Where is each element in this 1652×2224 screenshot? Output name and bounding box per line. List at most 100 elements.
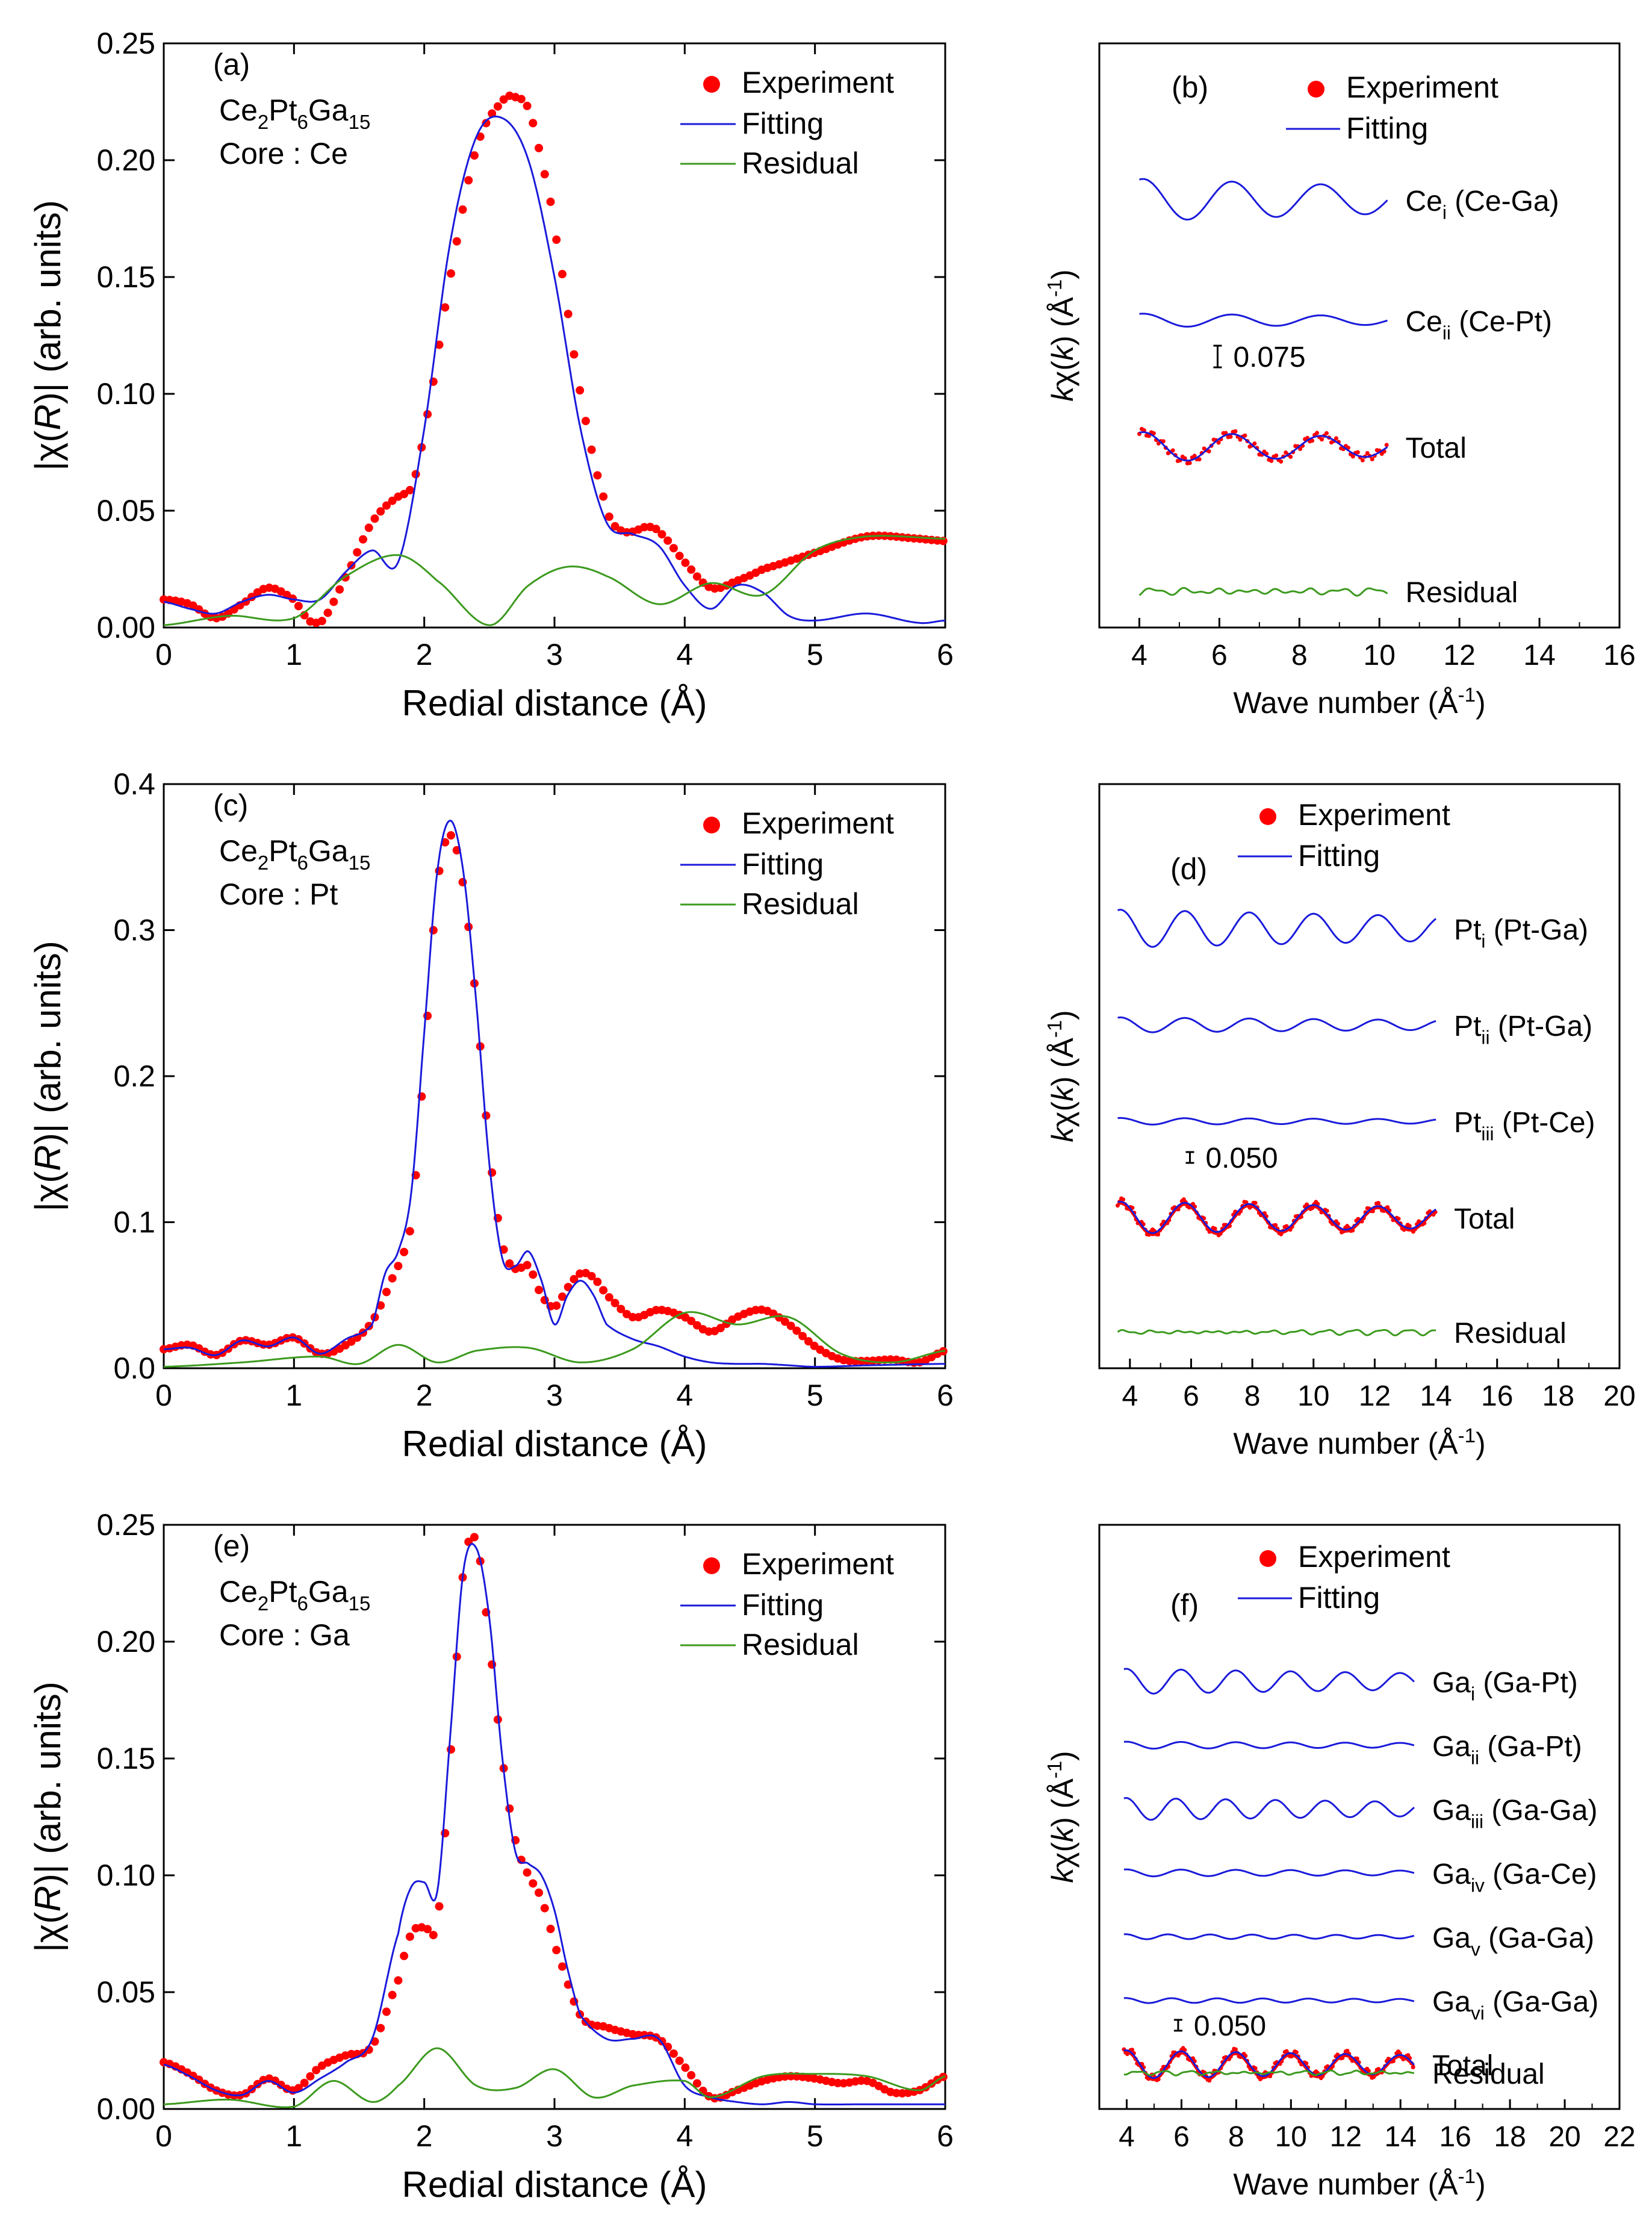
- experiment-point: [400, 1951, 409, 1960]
- y-axis-label: |χ(R)| (arb. units): [28, 200, 68, 470]
- gaiii-curve: [1123, 1797, 1415, 1821]
- x-tick-label: 0: [155, 638, 172, 671]
- y-tick-label: 0.05: [97, 1975, 155, 2009]
- panel-c: 0 1 2 3 4 5 6 0.0 0.1 0.2 0.3 0.4 Redial distance (Å…: [28, 767, 954, 1464]
- x-tick-label: 4: [676, 638, 693, 671]
- experiment-point: [1288, 455, 1293, 459]
- experiment-point: [388, 1990, 397, 1999]
- y-axis-label: kχ(k) (Å-1): [1043, 1751, 1079, 1883]
- experiment-point: [780, 1317, 789, 1326]
- experiment-point: [529, 1270, 538, 1279]
- experiment-point: [540, 1904, 549, 1913]
- plot-frame: [163, 1524, 946, 2110]
- experiment-point: [552, 1301, 561, 1310]
- experiment-point: [599, 492, 608, 501]
- gav-curve: [1123, 1933, 1415, 1940]
- experiment-point: [786, 1321, 795, 1330]
- experiment-point: [529, 119, 538, 128]
- x-axis-label: Redial distance (Å): [402, 683, 707, 723]
- compound-label: Ce2Pt6Ga15: [219, 93, 370, 133]
- experiment-point: [1216, 440, 1221, 445]
- panel-e: 0 1 2 3 4 5 6 0.00 0.05 0.10 0.15 0.20 0.25 Redial di…: [28, 1508, 954, 2205]
- experiment-point: [306, 2072, 315, 2081]
- x-tick-label: 14: [1523, 640, 1555, 671]
- compound-label: Ce2Pt6Ga15: [219, 1575, 370, 1615]
- y-tick-label: 0.15: [97, 260, 155, 294]
- experiment-point: [1310, 438, 1315, 443]
- experiment-point: [651, 525, 660, 534]
- x-tick-label: 0: [155, 1378, 172, 1412]
- experiment-point: [394, 1976, 403, 1985]
- core-label: Core : Pt: [219, 877, 338, 911]
- x-tick-label: 2: [416, 1378, 433, 1412]
- x-tick-label: 4: [1131, 640, 1147, 671]
- experiment-point: [435, 1902, 444, 1911]
- experiment-point: [1298, 446, 1303, 451]
- experiment-point: [452, 237, 461, 246]
- experiment-point: [1370, 457, 1374, 462]
- experiment-point: [370, 514, 379, 523]
- experiment-point: [441, 303, 450, 312]
- x-tick-label: 16: [1481, 1380, 1513, 1412]
- fitting-line: [163, 116, 946, 625]
- experiment-point: [482, 119, 491, 128]
- y-axis-label: kχ(k) (Å-1): [1043, 1010, 1079, 1142]
- experiment-point: [364, 523, 373, 532]
- experiment-point: [692, 572, 701, 581]
- x-axis-label: Wave number (Å-1): [1233, 2165, 1485, 2201]
- curve-label-ce-i: Cei (Ce-Ga): [1406, 185, 1559, 223]
- x-tick-label: 6: [1183, 1380, 1199, 1412]
- x-tick-label: 2: [416, 638, 433, 671]
- pti-curve: [1117, 909, 1436, 948]
- experiment-point: [804, 1337, 813, 1346]
- experiment-point: [1355, 2057, 1359, 2061]
- experiment-point: [535, 143, 544, 152]
- experiment-point: [1365, 450, 1370, 455]
- experiment-point: [323, 608, 332, 617]
- x-tick-label: 0: [155, 2119, 172, 2153]
- scale-bar-label: 0.050: [1205, 1142, 1278, 1174]
- experiment-point: [447, 269, 456, 278]
- ptiii-curve: [1117, 1117, 1436, 1126]
- experiment-point: [1279, 459, 1284, 464]
- legend-fitting-label: Fitting: [742, 847, 824, 881]
- experiment-point: [382, 1288, 391, 1297]
- x-tick-label: 12: [1443, 640, 1475, 671]
- experiment-point: [458, 205, 467, 214]
- experiment-point: [1252, 441, 1257, 446]
- x-tick-label: 20: [1548, 2121, 1580, 2153]
- experiment-point: [570, 1275, 579, 1284]
- experiment-point: [394, 1262, 403, 1271]
- experiment-point: [447, 831, 456, 840]
- gai-curve: [1123, 1668, 1415, 1695]
- experiment-point: [552, 235, 561, 245]
- experiment-point: [493, 102, 502, 111]
- experiment-point: [1385, 1205, 1390, 1210]
- gaiv-curve: [1123, 1868, 1415, 1878]
- curve-label-ga-ii: Gaii (Ga-Pt): [1432, 1731, 1582, 1768]
- experiment-point: [358, 535, 367, 544]
- scale-bar-label: 0.050: [1194, 2010, 1266, 2042]
- experiment-point: [610, 1298, 620, 1307]
- panel-label: (d): [1170, 852, 1207, 886]
- experiment-point: [529, 1879, 538, 1888]
- x-tick-label: 6: [937, 2119, 954, 2153]
- experiment-point: [523, 101, 532, 110]
- experiment-point: [587, 445, 596, 454]
- y-tick-label: 0.15: [97, 1742, 155, 1775]
- curve-label-total: Total: [1432, 2050, 1493, 2082]
- experiment-point: [364, 1321, 373, 1330]
- x-tick-label: 18: [1494, 2121, 1526, 2153]
- total-curve: [1117, 1201, 1436, 1235]
- plot-frame: [1098, 1524, 1621, 2110]
- cei-curve: [1138, 178, 1388, 221]
- x-tick-label: 10: [1297, 1380, 1329, 1412]
- experiment-point: [1315, 431, 1320, 435]
- x-tick-label: 14: [1420, 1380, 1452, 1412]
- experiment-point: [423, 1925, 432, 1934]
- experiment-point: [1376, 1201, 1381, 1206]
- experiment-point: [1213, 1226, 1217, 1231]
- legend-fitting-label: Fitting: [1298, 1581, 1380, 1615]
- experiment-point: [564, 310, 573, 319]
- experiment-point: [329, 597, 338, 606]
